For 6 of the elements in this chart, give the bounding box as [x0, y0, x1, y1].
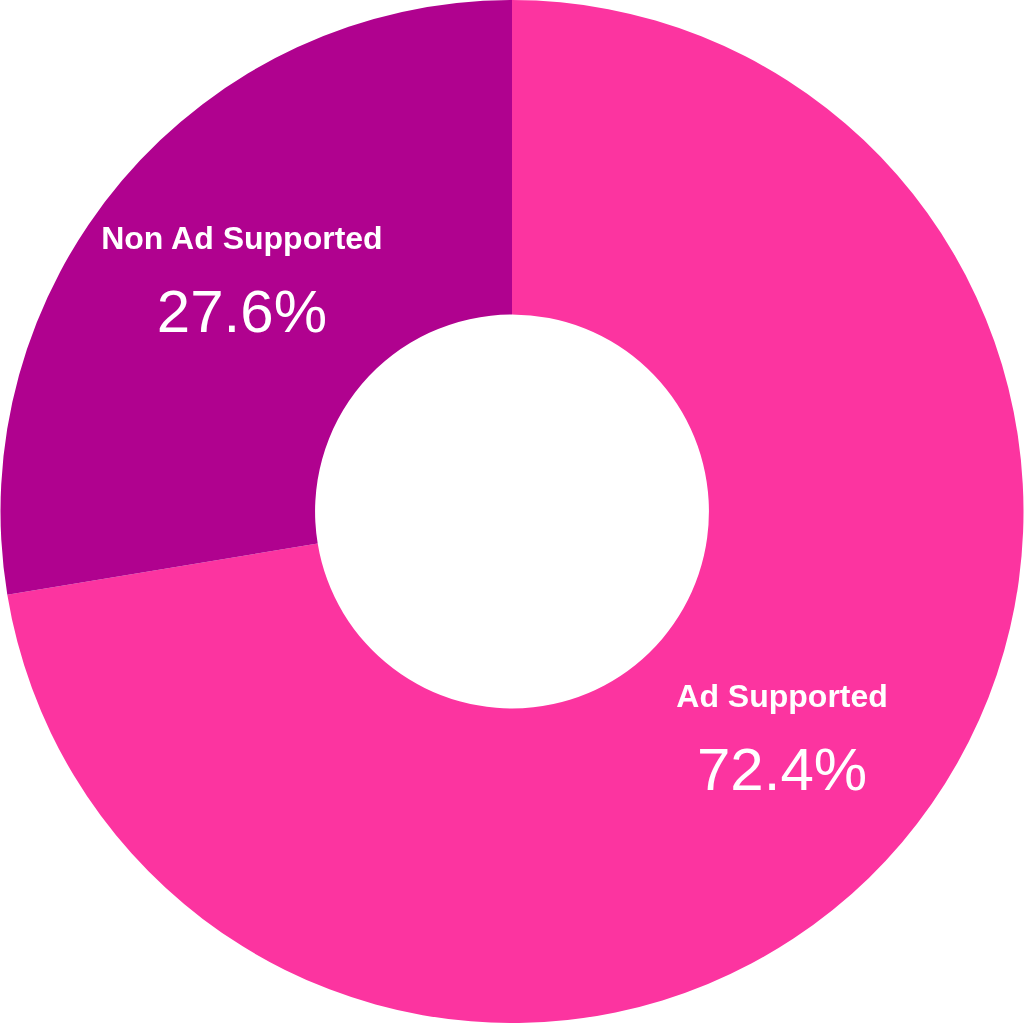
slice-label: Ad Supported [676, 678, 888, 715]
slice-label: Non Ad Supported [101, 219, 383, 256]
data-label: 27.6% [156, 277, 327, 345]
donut-slice [7, 0, 1024, 1023]
donut-slice [0, 0, 512, 595]
data-label: 72.4% [697, 736, 868, 804]
